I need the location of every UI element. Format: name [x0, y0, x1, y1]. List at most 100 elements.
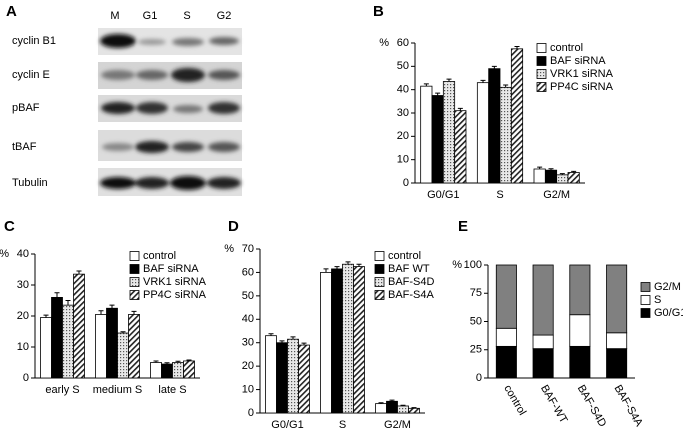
error-bar: [76, 270, 82, 275]
error-bar: [345, 261, 351, 265]
row-label: tBAF: [12, 141, 37, 153]
error-bar: [571, 170, 577, 173]
y-axis-label: %: [452, 259, 462, 271]
x-tick-label: medium S: [93, 384, 143, 396]
error-bar: [268, 333, 274, 336]
bar: [375, 403, 387, 414]
error-bar: [54, 292, 60, 298]
legend-swatch: [374, 251, 385, 261]
error-bar: [334, 266, 340, 269]
legend-swatch: [129, 277, 140, 287]
error-bar: [98, 310, 104, 315]
bar: [442, 81, 456, 184]
legend-label: VRK1 siRNA: [550, 68, 614, 80]
legend-swatch: [536, 82, 547, 92]
bar: [128, 314, 140, 379]
error-bar: [480, 79, 486, 83]
x-tick-label: late S: [158, 384, 186, 396]
y-tick-label: 0: [23, 372, 29, 384]
bar: [476, 82, 490, 184]
blot-bands: [100, 34, 241, 190]
y-tick-label: 75: [470, 287, 482, 299]
panel-letter: D: [228, 218, 239, 235]
bar: [73, 273, 85, 379]
legend-swatch: [640, 295, 651, 305]
bar: [510, 48, 524, 184]
y-tick-label: 20: [17, 310, 29, 322]
bar-segment: [569, 314, 591, 347]
bar: [106, 307, 118, 379]
legend-label: S: [654, 294, 661, 306]
error-bar: [457, 107, 463, 111]
y-tick-label: 60: [242, 266, 254, 278]
bar: [150, 362, 162, 379]
legend-label: control: [388, 250, 421, 262]
legend-swatch: [640, 308, 651, 318]
bar-segment: [569, 264, 591, 316]
bar: [172, 362, 184, 379]
error-bar: [186, 359, 192, 361]
error-bar: [131, 310, 137, 315]
x-tick-label: S: [339, 419, 346, 431]
bar: [408, 407, 420, 414]
x-tick-label: G2/M: [384, 419, 411, 431]
row-label: cyclin B1: [12, 35, 56, 47]
bar: [431, 95, 444, 184]
bar: [386, 400, 398, 414]
x-tick-label: G0/G1: [427, 189, 459, 201]
bar: [62, 304, 74, 379]
y-tick-label: 40: [242, 313, 254, 325]
y-axis-label: %: [0, 248, 9, 260]
y-tick-label: 20: [242, 360, 254, 372]
x-tick-label: early S: [45, 384, 79, 396]
y-tick-label: 0: [476, 372, 482, 384]
error-bar: [514, 46, 520, 49]
panel-a: A M G1 S G2 cyclin B1 cyclin E pBAF tBAF…: [6, 3, 242, 196]
lane-label: S: [183, 10, 190, 22]
legend-label: PP4C siRNA: [550, 81, 614, 93]
panel-letter: B: [373, 3, 384, 20]
bar: [276, 342, 288, 414]
bar: [298, 344, 310, 414]
bar: [320, 272, 332, 414]
y-tick-label: 30: [17, 279, 29, 291]
legend-label: G0/G1: [654, 307, 683, 319]
y-tick-label: 50: [470, 315, 482, 327]
error-bar: [65, 300, 71, 306]
y-tick-label: 100: [464, 259, 482, 271]
row-label: pBAF: [12, 102, 40, 114]
panel-letter: A: [6, 3, 17, 20]
bar: [353, 266, 365, 414]
bar: [420, 85, 433, 184]
row-label: cyclin E: [12, 69, 50, 81]
error-bar: [389, 399, 395, 402]
legend-swatch: [374, 264, 385, 274]
y-tick-label: 10: [397, 154, 409, 166]
bar-segment: [495, 327, 517, 347]
panel-letter: E: [458, 218, 468, 235]
bar-segment: [495, 264, 517, 329]
bar: [544, 169, 558, 184]
legend-swatch: [129, 264, 140, 274]
error-bar: [164, 362, 170, 365]
error-bar: [491, 65, 497, 69]
bar-segment: [495, 345, 517, 379]
y-axis-label: %: [224, 243, 234, 255]
bar-segment: [569, 345, 591, 379]
legend-swatch: [536, 43, 547, 53]
y-tick-label: 30: [397, 107, 409, 119]
x-tick-label: BAF-S4A: [612, 383, 646, 429]
bar-segment: [532, 348, 554, 379]
error-bar: [559, 173, 565, 175]
y-axis-label: %: [379, 37, 389, 49]
y-tick-label: 30: [242, 337, 254, 349]
bar: [556, 174, 569, 184]
lane-label: G1: [143, 10, 158, 22]
error-bar: [43, 314, 49, 318]
y-tick-label: 50: [397, 60, 409, 72]
bar: [265, 335, 277, 414]
legend-label: BAF siRNA: [143, 263, 199, 275]
y-tick-label: 20: [397, 130, 409, 142]
